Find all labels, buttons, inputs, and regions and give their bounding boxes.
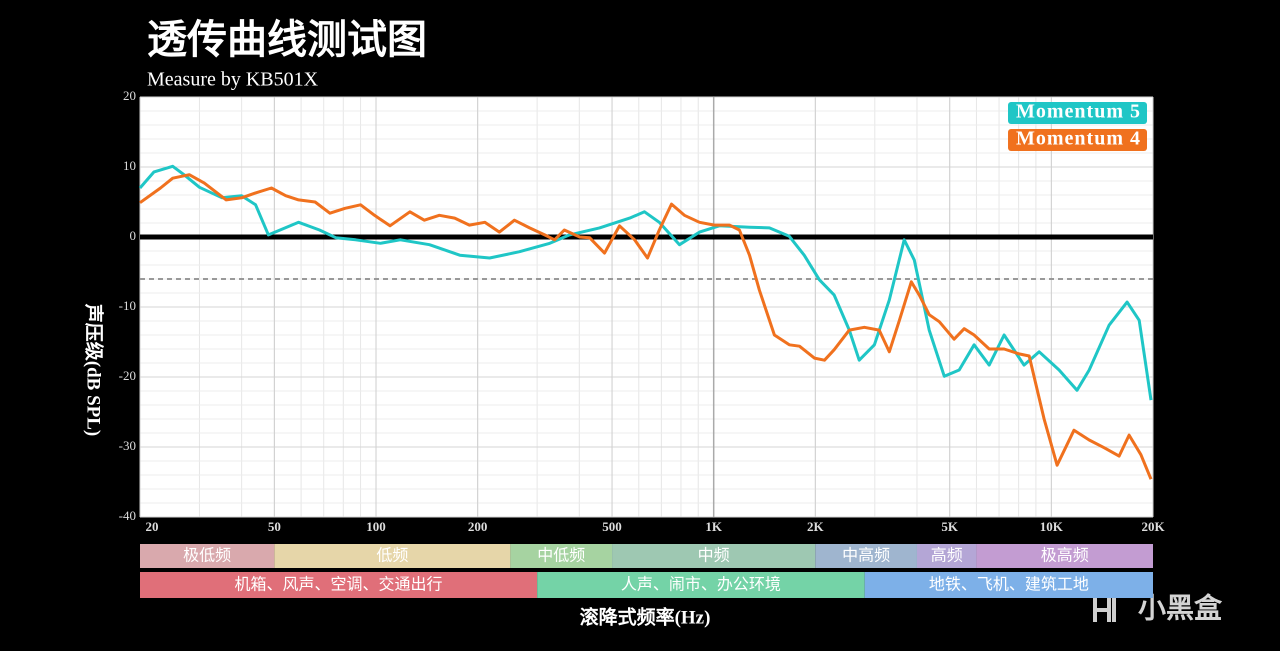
y-tick-label: -40 [119, 508, 136, 523]
band [537, 572, 865, 598]
band [510, 544, 613, 568]
x-tick-label: 5K [941, 519, 959, 534]
y-tick-label: 10 [123, 158, 136, 173]
band-label: 极低频 [183, 547, 231, 565]
band [140, 572, 538, 598]
band [274, 544, 511, 568]
y-axis-label: 声压级(dB SPL) [83, 303, 106, 437]
x-tick-label: 100 [366, 519, 386, 534]
chart-title: 透传曲线测试图 [147, 17, 427, 62]
legend-swatch [1008, 129, 1147, 151]
x-tick-label: 1K [705, 519, 723, 534]
y-tick-label: -20 [119, 368, 136, 383]
band [815, 544, 917, 568]
x-tick-label: 20 [146, 519, 159, 534]
band [916, 544, 977, 568]
watermark-logo [1093, 587, 1116, 622]
y-tick-label: 20 [123, 88, 136, 103]
band-label: 地铁、飞机、建筑工地 [929, 576, 1089, 594]
legend-label: Momentum 5 [1016, 101, 1141, 123]
band-label: 机箱、风声、空调、交通出行 [235, 576, 443, 594]
x-tick-label: 20K [1141, 519, 1165, 534]
y-tick-label: 0 [130, 228, 137, 243]
band [976, 544, 1153, 568]
grid [139, 96, 1154, 518]
y-tick-label: -30 [119, 438, 136, 453]
x-tick-label: 50 [268, 519, 281, 534]
x-tick-label: 2K [807, 519, 825, 534]
legend-entry: Momentum 4 [1008, 128, 1147, 151]
band-label: 人声、闹市、办公环境 [621, 575, 781, 594]
band-label: 高频 [931, 547, 963, 565]
band-label: 极高频 [1041, 547, 1089, 565]
y-tick-label: -10 [119, 298, 136, 313]
line-series [138, 164, 1153, 401]
band-label: 中低频 [537, 547, 585, 565]
legend-swatch [1008, 102, 1147, 124]
legend-entry: Momentum 5 [1008, 101, 1147, 124]
legend-label: Momentum 4 [1016, 128, 1141, 150]
x-axis-label: 滚降式频率(Hz) [580, 605, 711, 628]
band-label: 中频 [698, 547, 730, 565]
x-tick-label: 500 [602, 519, 622, 534]
x-tick-label: 10K [1040, 519, 1064, 534]
line-series [139, 173, 1153, 480]
band [140, 544, 275, 568]
band-label: 中高频 [842, 547, 890, 565]
chart-subtitle: Measure by KB501X [147, 69, 319, 91]
x-tick-label: 200 [468, 519, 488, 534]
band-label: 低频 [376, 547, 408, 565]
band [612, 544, 816, 568]
band [864, 572, 1153, 598]
